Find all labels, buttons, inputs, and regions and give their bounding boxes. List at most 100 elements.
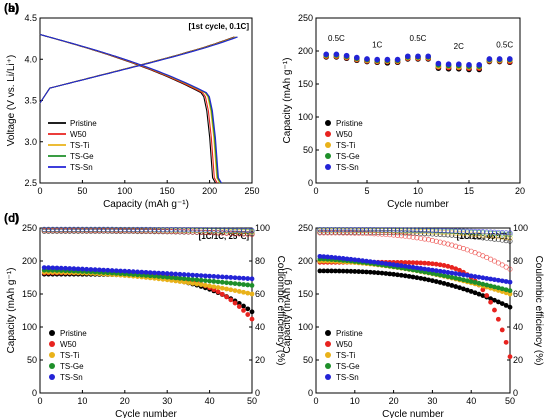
data-point-TS-Sn: [449, 270, 455, 276]
ce-point-Pristine: [476, 234, 482, 240]
x-tick-label: 10: [413, 186, 423, 196]
data-point-TS-Ge: [430, 271, 435, 276]
data-point-TS-Ge: [198, 277, 204, 283]
data-point-TS-Sn: [113, 268, 119, 274]
legend-entry: TS-Ti: [70, 141, 89, 150]
legend-swatch: [325, 164, 331, 170]
y-tick-label: 100: [298, 112, 313, 122]
panel-c: (c)0 10 20 30 40 5005010015020025002040608010…: [4, 211, 286, 418]
y-tick-label: 200: [22, 256, 37, 266]
data-point-TS-Sn: [130, 269, 136, 275]
data-point-TS-Sn: [101, 267, 106, 273]
x-tick-label: 0: [37, 186, 42, 196]
legend-entry: Pristine: [70, 119, 97, 128]
data-point-TS-Sn: [374, 56, 381, 63]
data-point-TS-Ti: [202, 282, 208, 288]
ce-point-W50: [495, 260, 501, 266]
y-right-axis-label: Coulombic efficiency (%): [275, 256, 286, 366]
data-point-TS-Sn: [391, 262, 396, 268]
x-tick-label: 100: [117, 186, 132, 196]
legend-swatch: [325, 120, 331, 126]
data-point-TS-Sn: [476, 62, 483, 68]
legend-swatch: [325, 374, 331, 380]
ce-point-W50: [422, 236, 428, 242]
y-tick-label: 0: [32, 388, 37, 398]
data-point-TS-Sn: [241, 275, 246, 281]
data-point-TS-Ge: [181, 276, 187, 282]
data-point-TS-Sn: [41, 265, 47, 270]
data-point-Pristine: [503, 302, 509, 308]
legend-swatch: [325, 131, 331, 137]
data-point-TS-Ge: [177, 275, 183, 281]
y-right-tick-label: 20: [513, 355, 523, 365]
discharge-curve-TS-Ti: [39, 33, 221, 184]
data-point-TS-Sn: [80, 266, 85, 272]
data-point-TS-Sn: [476, 274, 482, 280]
ce-point-Pristine: [457, 233, 463, 239]
data-point-TS-Ge: [190, 277, 196, 282]
x-axis-label: Cycle number: [382, 409, 444, 418]
data-point-Pristine: [468, 289, 474, 294]
data-point-TS-Sn: [84, 266, 90, 272]
data-point-W50: [445, 263, 451, 269]
data-point-TS-Sn: [395, 262, 400, 268]
data-point-Pristine: [364, 269, 369, 275]
x-axis-label: Cycle number: [387, 199, 449, 210]
data-point-TS-Sn: [58, 265, 64, 271]
y-right-tick-label: 60: [255, 289, 265, 299]
data-point-Pristine: [329, 268, 334, 274]
data-point-Pristine: [325, 268, 331, 274]
data-point-TS-Sn: [379, 260, 385, 266]
data-point-TS-Sn: [480, 275, 486, 281]
data-point-TS-Sn: [356, 257, 362, 263]
data-point-Pristine: [375, 270, 381, 276]
data-point-W50: [441, 263, 447, 268]
data-point-TS-Sn: [488, 276, 493, 282]
data-point-TS-Sn: [207, 273, 213, 279]
ce-point-W50: [499, 262, 505, 268]
data-point-Pristine: [499, 301, 505, 307]
rate-label: 0.5C: [328, 34, 345, 43]
data-point-TS-Sn: [457, 271, 462, 277]
data-point-TS-Sn: [394, 56, 401, 63]
data-point-TS-Ge: [495, 285, 501, 291]
data-point-Pristine: [333, 268, 338, 274]
data-point-TS-Ge: [488, 283, 493, 289]
panel-label: (d): [4, 211, 19, 225]
y-right-tick-label: 40: [255, 322, 265, 332]
data-point-TS-Ti: [228, 287, 234, 293]
ce-point-W50: [410, 234, 416, 240]
data-point-TS-Ti: [507, 291, 513, 297]
legend-swatch: [325, 341, 331, 347]
rate-label: 2C: [454, 42, 464, 51]
data-point-W50: [422, 260, 428, 266]
data-point-W50: [430, 261, 435, 267]
data-point-Pristine: [464, 287, 470, 293]
data-point-TS-Ge: [453, 275, 459, 281]
data-point-TS-Sn: [398, 263, 404, 269]
legend-swatch: [325, 330, 331, 336]
y-tick-label: 3.5: [24, 96, 37, 106]
panel-d: (d)0 10 20 30 40 5005010015020025002040608010…: [4, 211, 544, 418]
x-tick-label: 50: [247, 396, 257, 406]
data-point-Pristine: [367, 269, 373, 275]
legend-entry: TS-Ge: [60, 362, 84, 371]
data-point-TS-Sn: [126, 269, 132, 274]
data-point-TS-Sn: [360, 258, 365, 264]
legend-entry: TS-Sn: [70, 163, 93, 172]
y-tick-label: 50: [27, 355, 37, 365]
ce-point-TS-Sn: [460, 228, 466, 234]
data-point-Pristine: [398, 272, 404, 278]
panel-label: (b): [4, 1, 19, 15]
ce-point-TS-Sn: [398, 227, 404, 233]
data-point-TS-Ge: [433, 271, 439, 277]
data-point-TS-Sn: [323, 51, 330, 58]
data-point-W50: [245, 312, 251, 317]
ce-point-TS-Sn: [321, 227, 327, 233]
data-point-TS-Sn: [219, 274, 225, 280]
data-point-TS-Sn: [46, 265, 51, 271]
ce-point-W50: [356, 230, 362, 236]
data-point-W50: [215, 289, 221, 295]
ce-point-TS-Sn: [468, 228, 474, 234]
ce-point-TS-Sn: [425, 227, 432, 233]
